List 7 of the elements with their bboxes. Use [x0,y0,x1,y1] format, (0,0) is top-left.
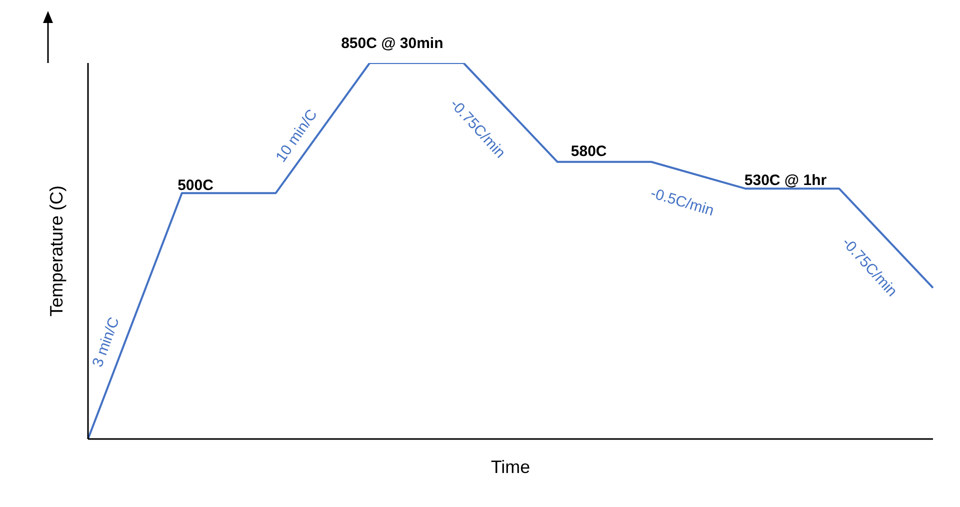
y-axis-title: Temperature (C) [46,185,66,317]
x-axis-title: Time [490,457,530,477]
annotation: 500C [178,176,214,194]
annotation: 530C @ 1hr [744,172,827,189]
annotation: 3 min/C [89,314,124,370]
text: 850C @ 30min [341,35,444,52]
annotation: 580C [570,142,607,160]
